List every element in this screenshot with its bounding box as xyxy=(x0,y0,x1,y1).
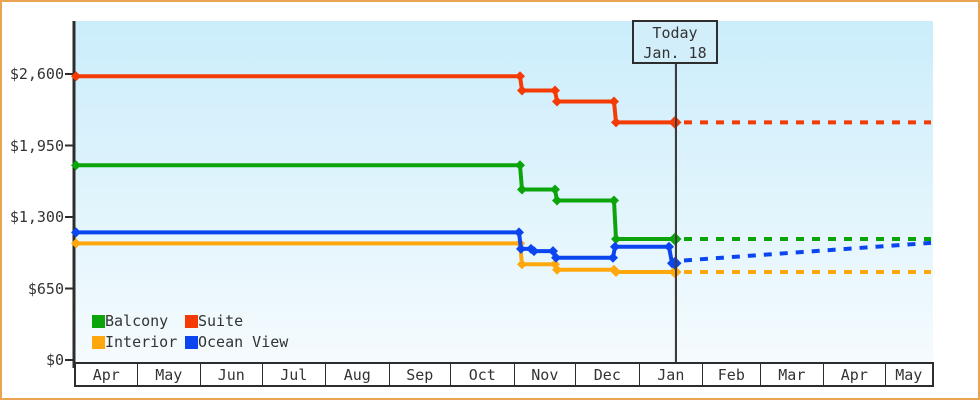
month-cell-sep: Sep xyxy=(388,364,451,385)
data-point-ocean-view xyxy=(529,246,539,257)
data-point-interior xyxy=(611,267,621,277)
y-axis-label: $1,950 xyxy=(9,136,64,155)
data-point-suite xyxy=(552,96,562,107)
legend-item-balcony: Balcony xyxy=(92,312,185,330)
data-point-suite xyxy=(550,85,560,96)
month-cell-jun: Jun xyxy=(200,364,262,385)
month-cell-apr: Apr xyxy=(92,365,120,384)
data-point-ocean-view xyxy=(514,227,524,238)
legend-swatch-balcony xyxy=(92,314,105,328)
data-point-balcony xyxy=(515,160,525,171)
today-vertical-line xyxy=(675,63,677,362)
data-point-balcony xyxy=(517,184,527,195)
month-cell-jan: Jan xyxy=(638,364,703,385)
legend-label: Suite xyxy=(198,312,244,330)
month-cell-mar: Mar xyxy=(759,364,824,385)
data-point-suite xyxy=(609,96,619,107)
data-point-ocean-view xyxy=(551,252,561,263)
data-point-balcony xyxy=(611,234,621,244)
today-label: Today xyxy=(652,24,698,42)
data-point-interior xyxy=(71,238,81,249)
month-cell-oct: Oct xyxy=(450,364,514,385)
legend-swatch-suite xyxy=(185,314,198,328)
data-point-ocean-view xyxy=(610,241,620,252)
data-point-suite xyxy=(517,85,527,96)
x-axis-month-row: Apr May Jun Jul Aug Sep Oct Nov Dec Jan Feb Mar Apr M… xyxy=(74,362,934,387)
data-point-suite xyxy=(611,117,621,128)
y-axis-label: $1,300 xyxy=(9,208,64,226)
data-point-suite xyxy=(71,71,81,82)
data-point-balcony xyxy=(609,195,619,206)
month-cell-nov: Nov xyxy=(513,364,576,385)
month-cell-apr: Apr xyxy=(823,364,885,385)
data-point-ocean-view xyxy=(71,227,81,238)
legend-item-interior: Interior xyxy=(92,333,185,351)
series-forecast-ocean-view xyxy=(683,240,932,263)
today-date: Jan. 18 xyxy=(643,44,707,62)
data-point-interior xyxy=(517,259,527,270)
month-cell-aug: Aug xyxy=(325,364,389,385)
today-marker: Today Jan. 18 xyxy=(632,20,718,64)
data-point-ocean-view xyxy=(664,241,674,252)
data-point-interior xyxy=(552,264,562,275)
legend-label: Balcony xyxy=(105,312,169,330)
chart-legend: Balcony Suite Interior Ocean View xyxy=(92,312,288,351)
data-point-ocean-view xyxy=(516,243,526,254)
month-cell-jul: Jul xyxy=(261,364,326,385)
legend-item-suite: Suite xyxy=(185,312,288,330)
data-point-suite xyxy=(515,71,525,82)
legend-label: Ocean View xyxy=(198,333,289,351)
data-point-balcony xyxy=(71,160,81,171)
month-cell-may: May xyxy=(136,364,201,385)
legend-item-ocean-view: Ocean View xyxy=(185,333,288,351)
month-cell-may: May xyxy=(884,364,932,385)
data-point-balcony xyxy=(550,184,560,195)
y-axis-label: $650 xyxy=(27,279,64,298)
legend-label: Interior xyxy=(105,333,178,351)
series-line-ocean-view xyxy=(76,230,675,266)
data-point-balcony xyxy=(552,195,562,206)
series-line-balcony xyxy=(76,163,675,241)
legend-swatch-ocean-view xyxy=(185,335,198,349)
series-line-suite xyxy=(76,74,675,125)
month-cell-feb: Feb xyxy=(702,364,759,385)
y-axis-label: $0 xyxy=(45,351,64,369)
month-cell-dec: Dec xyxy=(575,364,639,385)
data-point-ocean-view xyxy=(608,252,618,263)
legend-swatch-interior xyxy=(92,335,105,349)
y-axis-label: $2,600 xyxy=(9,65,64,83)
